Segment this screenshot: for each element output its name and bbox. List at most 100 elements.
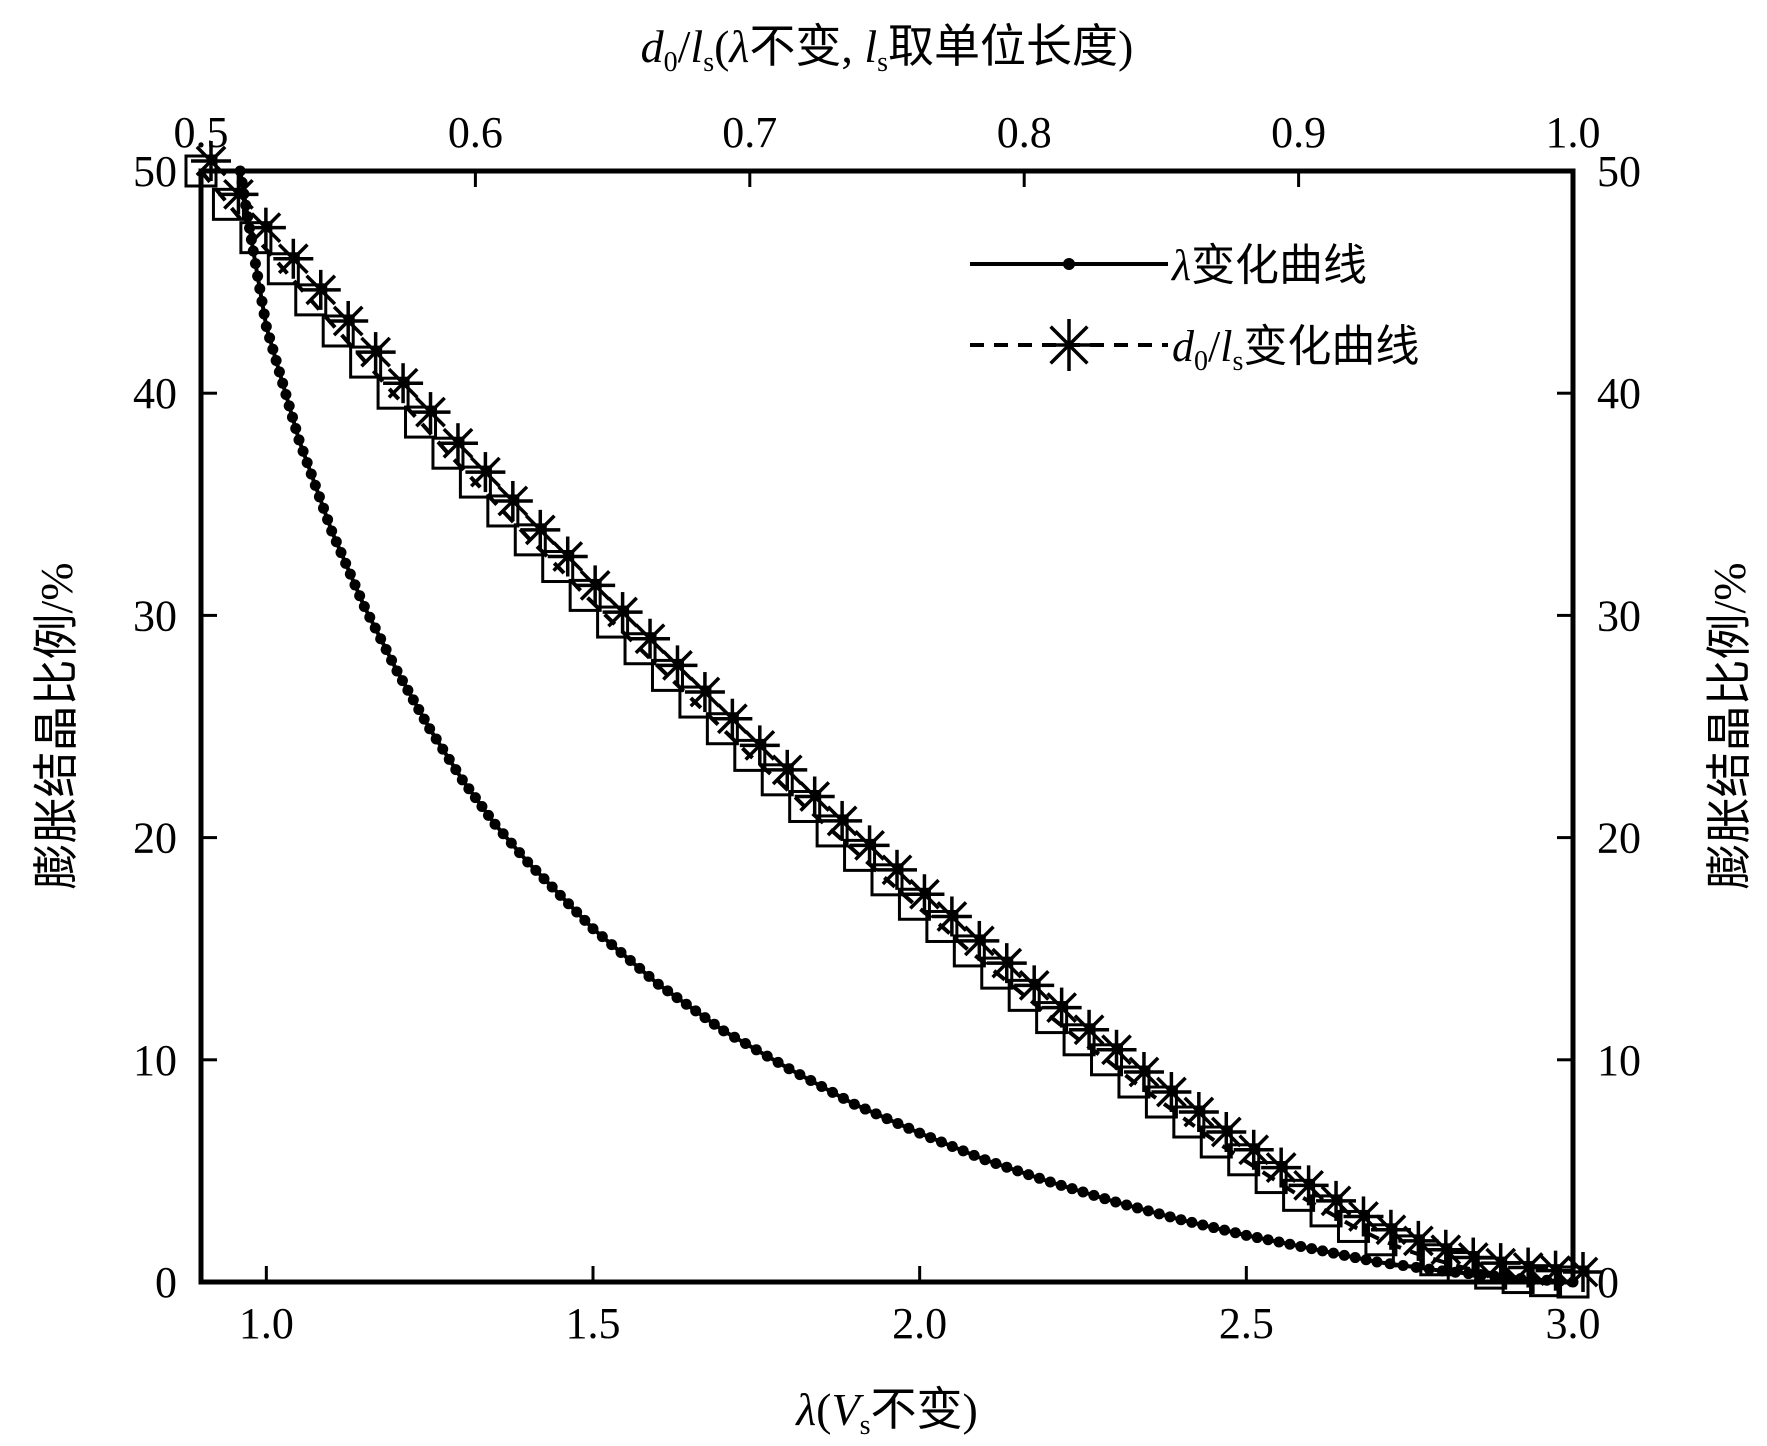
- d0ls-star-point: [630, 618, 671, 659]
- d0ls-star-point: [1261, 1147, 1302, 1188]
- lambda-point: [1153, 1208, 1165, 1220]
- d0ls-box: [678, 685, 712, 719]
- d0ls-star-point: [328, 300, 369, 341]
- lambda-point: [505, 837, 517, 849]
- lambda-point: [1131, 1202, 1143, 1214]
- d0ls-star-point: [959, 920, 1000, 961]
- y-right-axis-title: 膨胀结晶比例/%: [1704, 562, 1755, 889]
- d0ls-box: [294, 283, 328, 317]
- d0ls-box: [458, 465, 492, 499]
- lambda-point: [1077, 1186, 1089, 1198]
- d0ls-box: [1117, 1065, 1151, 1099]
- d0ls-star-point: [1425, 1229, 1466, 1270]
- lambda-point: [750, 1044, 762, 1056]
- x-top-tick-label: 0.9: [1271, 108, 1326, 157]
- legend-marker-d0ls: [1043, 319, 1095, 371]
- lambda-point: [1251, 1232, 1263, 1244]
- lambda-point: [1295, 1240, 1307, 1252]
- d0ls-star-point: [465, 452, 506, 493]
- lambda-point: [837, 1092, 849, 1104]
- lambda-point: [690, 1005, 702, 1017]
- lambda-point: [979, 1154, 991, 1166]
- d0ls-box: [1336, 1209, 1370, 1243]
- lambda-point: [450, 764, 462, 776]
- lambda-point: [634, 962, 646, 974]
- lambda-point: [1197, 1219, 1209, 1231]
- lambda-point: [375, 633, 387, 645]
- lambda-point: [1099, 1193, 1111, 1205]
- lambda-point: [293, 434, 305, 446]
- y-left-tick-label: 40: [133, 369, 177, 418]
- lambda-point: [946, 1140, 958, 1152]
- d0ls-box: [1172, 1105, 1206, 1139]
- lambda-point: [827, 1086, 839, 1098]
- lambda-point: [1121, 1199, 1133, 1211]
- plot-frame: [198, 168, 1576, 1285]
- lambda-point: [252, 270, 264, 282]
- d0ls-box: [1007, 978, 1041, 1012]
- d0ls-star-point: [218, 174, 259, 215]
- d0ls-star-point: [657, 645, 698, 686]
- lambda-point: [554, 889, 566, 901]
- d0ls-box: [1364, 1223, 1398, 1257]
- d0ls-star-point: [1288, 1165, 1329, 1206]
- lambda-point: [430, 733, 442, 745]
- lambda-point: [571, 906, 583, 918]
- lambda-point: [443, 753, 455, 765]
- lambda-point: [1262, 1234, 1274, 1246]
- d0ls-box: [211, 187, 245, 221]
- d0ls-star-point: [520, 509, 561, 550]
- lambda-point: [1462, 1268, 1474, 1280]
- d0ls-star-point: [1041, 987, 1082, 1028]
- legend-marker-lambda: [1063, 258, 1075, 270]
- lambda-point: [587, 923, 599, 935]
- d0ls-box: [1419, 1243, 1453, 1277]
- lambda-point: [1142, 1205, 1154, 1217]
- d0ls-star-point: [877, 849, 917, 890]
- lambda-point: [309, 479, 321, 491]
- y-right-tick-label: 40: [1597, 369, 1641, 418]
- d0ls-star-point: [602, 592, 643, 633]
- d0ls-box: [1254, 1161, 1288, 1195]
- lambda-point: [249, 258, 261, 270]
- lambda-point: [1317, 1245, 1329, 1257]
- d0ls-box: [239, 221, 273, 255]
- lambda-point: [1360, 1254, 1372, 1266]
- lambda-point: [1044, 1176, 1056, 1188]
- lambda-point: [1284, 1238, 1296, 1250]
- lambda-point: [280, 389, 292, 401]
- x-top-axis-title: d0/ls(λ不变, ls取单位长度): [641, 21, 1134, 78]
- d0ls-box: [1501, 1261, 1535, 1295]
- lambda-point: [469, 792, 481, 804]
- lambda-point: [247, 245, 259, 257]
- x-top-tick-label: 0.8: [997, 108, 1052, 157]
- lambda-point: [358, 601, 370, 613]
- axis-ticks: 1.0 1.5 2.0 2.5 3.0 0.5 0.6 0.7 0.8 0.9 1.0 0 10 20 30…: [133, 108, 1641, 1348]
- d0ls-star-point: [1151, 1072, 1192, 1113]
- d0ls-box: [733, 738, 767, 772]
- lambda-point: [805, 1075, 817, 1087]
- lambda-point: [256, 295, 268, 307]
- y-right-tick-label: 50: [1597, 147, 1641, 196]
- lambda-point: [680, 998, 692, 1010]
- lambda-point: [1327, 1247, 1339, 1259]
- lambda-point: [476, 800, 488, 812]
- lambda-point: [903, 1122, 915, 1134]
- lambda-point: [1229, 1227, 1241, 1239]
- lambda-point: [522, 856, 534, 868]
- lambda-point: [990, 1157, 1002, 1169]
- d0ls-star-point: [1398, 1220, 1439, 1261]
- lambda-point: [1219, 1224, 1231, 1236]
- d0ls-box: [925, 909, 959, 943]
- d0ls-star-point: [904, 874, 945, 915]
- lambda-point: [881, 1113, 893, 1125]
- d0ls-box: [431, 436, 465, 470]
- lambda-point: [772, 1056, 784, 1068]
- d0ls-box: [376, 376, 410, 410]
- d0ls-star-point: [492, 480, 533, 521]
- d0ls-box: [349, 345, 383, 379]
- lambda-point: [1023, 1169, 1035, 1181]
- lambda-point: [816, 1080, 828, 1092]
- lambda-point: [1306, 1243, 1318, 1255]
